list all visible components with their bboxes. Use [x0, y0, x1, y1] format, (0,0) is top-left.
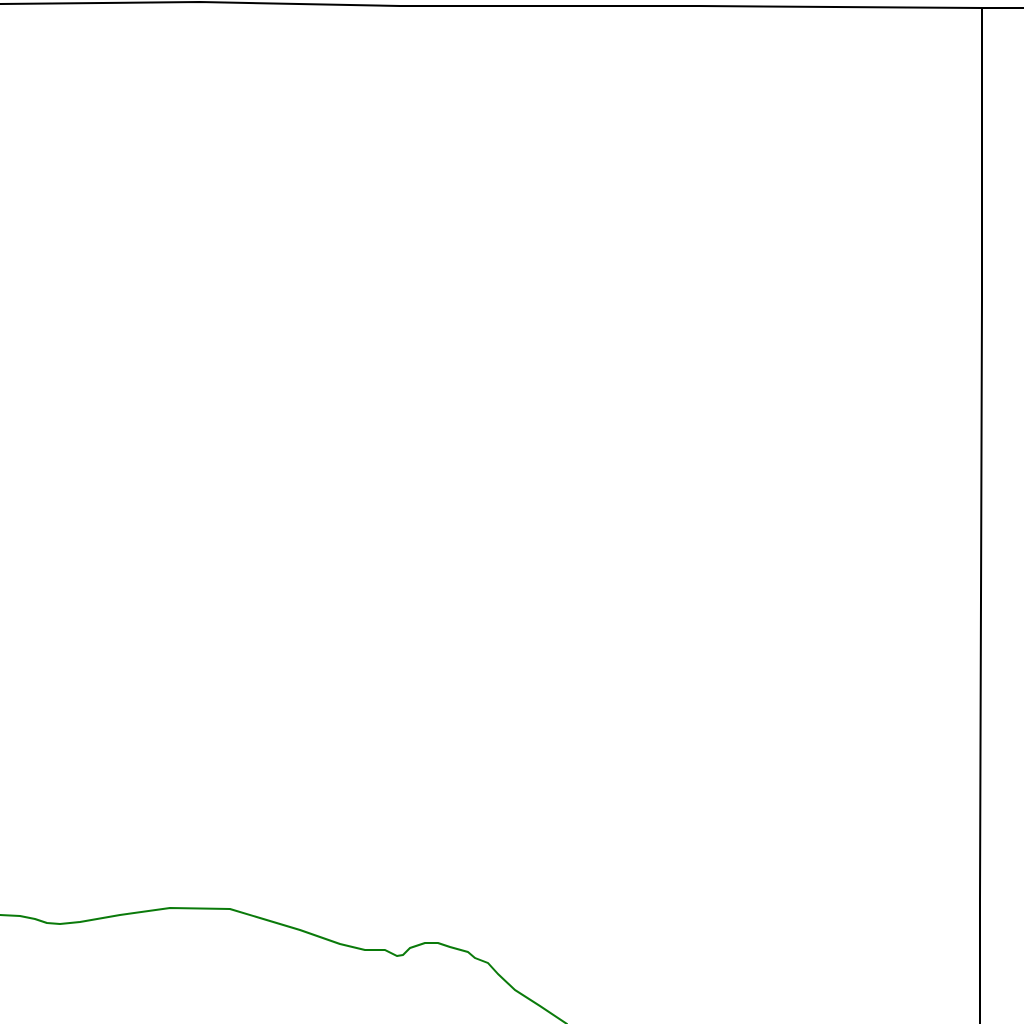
boundary-line-right [979, 8, 983, 1024]
green-feature-line [0, 907, 568, 1024]
boundary-line-top [0, 0, 1024, 9]
